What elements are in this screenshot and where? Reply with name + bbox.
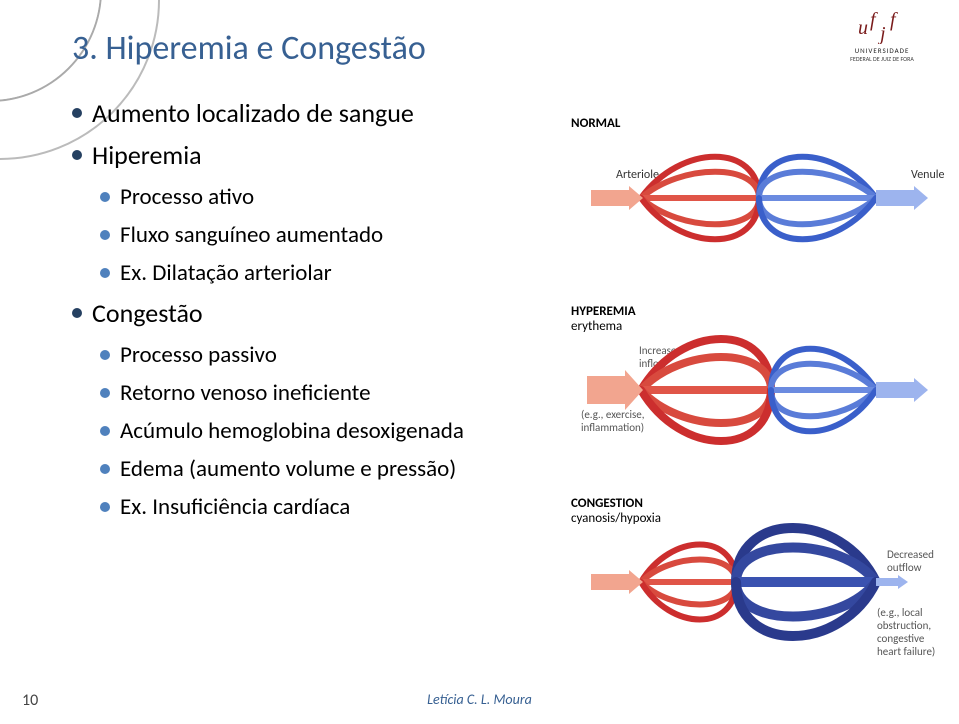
bullet-disc	[72, 308, 82, 318]
bullet-disc	[100, 502, 110, 512]
page-number: 10	[22, 691, 38, 710]
bullet-congestao-3: Edema (aumento volume e pressão)	[120, 455, 456, 483]
logo-line1: UNIVERSIDADE	[827, 46, 937, 55]
bullet-disc	[100, 388, 110, 398]
bullet-list: Aumento localizado de sangue Hiperemia P…	[72, 97, 559, 521]
bullet-hiperemia-0: Processo ativo	[120, 183, 254, 211]
vascular-svg	[561, 108, 951, 668]
svg-text:j: j	[877, 23, 886, 44]
bullet-disc	[100, 464, 110, 474]
bullet-disc	[100, 192, 110, 202]
bullet-hiperemia: Hiperemia	[92, 139, 202, 171]
bullet-l1: Aumento localizado de sangue	[92, 97, 414, 129]
slide-title: 3. Hiperemia e Congestão	[72, 28, 559, 69]
slide: u f j f UNIVERSIDADE FEDERAL DE JUIZ DE …	[0, 0, 959, 724]
bullet-disc	[100, 350, 110, 360]
footer-author: Letícia C. L. Moura	[0, 691, 959, 708]
svg-text:f: f	[870, 12, 878, 31]
ufjf-mark: u f j f	[852, 12, 912, 44]
institution-logo: u f j f UNIVERSIDADE FEDERAL DE JUIZ DE …	[827, 12, 937, 63]
bullet-hiperemia-2: Ex. Dilatação arteriolar	[120, 259, 332, 287]
bullet-congestao-0: Processo passivo	[120, 341, 277, 369]
vascular-diagram: NORMAL HYPEREMIA erythema CONGESTION cya…	[561, 108, 951, 668]
svg-text:f: f	[890, 12, 898, 31]
bullet-congestao-1: Retorno venoso ineficiente	[120, 379, 371, 407]
bullet-disc	[100, 230, 110, 240]
bullet-hiperemia-1: Fluxo sanguíneo aumentado	[120, 221, 383, 249]
bullet-congestao: Congestão	[92, 297, 203, 329]
bullet-disc	[100, 426, 110, 436]
bullet-congestao-4: Ex. Insuficiência cardíaca	[120, 493, 350, 521]
svg-text:u: u	[858, 17, 868, 39]
bullet-congestao-2: Acúmulo hemoglobina desoxigenada	[120, 417, 464, 445]
logo-line2: FEDERAL DE JUIZ DE FORA	[827, 55, 937, 63]
bullet-disc	[72, 150, 82, 160]
bullet-disc	[100, 268, 110, 278]
content-area: 3. Hiperemia e Congestão Aumento localiz…	[72, 28, 559, 531]
bullet-disc	[72, 108, 82, 118]
